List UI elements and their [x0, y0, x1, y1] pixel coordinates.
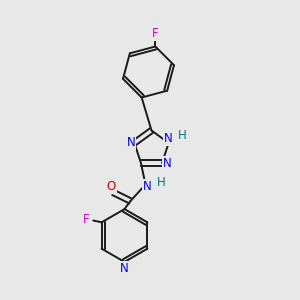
Text: N: N [142, 179, 152, 193]
Text: F: F [83, 213, 90, 226]
Text: N: N [164, 132, 173, 145]
Text: F: F [152, 27, 159, 40]
Text: H: H [157, 176, 166, 190]
Text: N: N [163, 157, 172, 169]
Text: H: H [178, 129, 187, 142]
Text: O: O [106, 179, 116, 193]
Text: N: N [126, 136, 135, 149]
Text: N: N [120, 262, 129, 275]
